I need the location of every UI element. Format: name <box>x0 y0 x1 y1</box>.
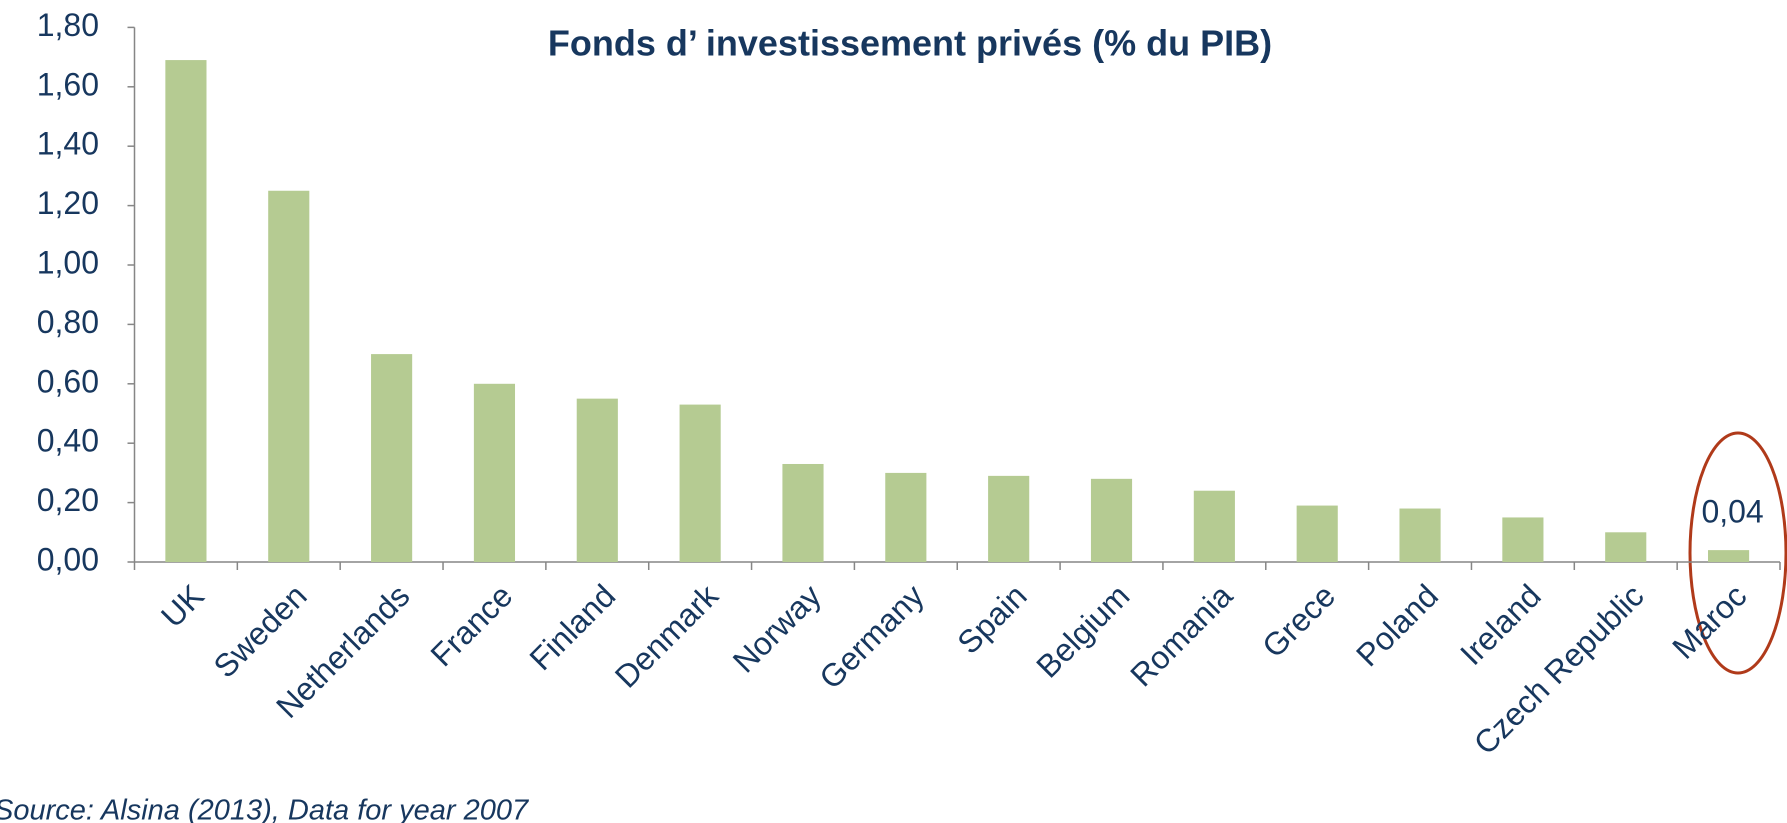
y-tick-label: 0,40 <box>37 423 99 459</box>
data-label: 0,04 <box>1701 494 1763 530</box>
y-tick-label: 1,40 <box>37 126 99 162</box>
y-tick-label: 1,00 <box>37 244 99 280</box>
bar <box>1193 490 1235 562</box>
bar <box>371 354 413 562</box>
bar <box>679 404 721 562</box>
bar <box>1399 508 1441 562</box>
x-tick-label: UK <box>154 577 211 634</box>
y-tick-label: 1,20 <box>37 185 99 221</box>
x-tick-label: France <box>424 577 520 673</box>
chart-title: Fonds d’ investissement privés (% du PIB… <box>548 23 1272 64</box>
bar <box>473 383 516 562</box>
y-tick-label: 1,80 <box>37 7 99 43</box>
bar <box>885 472 927 562</box>
y-tick-label: 0,00 <box>37 541 99 577</box>
x-tick-label: Ireland <box>1453 577 1548 672</box>
bar <box>988 475 1030 562</box>
highlight-ellipse <box>1688 431 1787 675</box>
x-tick-label: Germany <box>812 577 931 696</box>
bar <box>1605 532 1647 562</box>
bar <box>165 60 207 562</box>
x-tick-label: Spain <box>950 577 1033 660</box>
source-note: Source: Alsina (2013), Data for year 200… <box>0 795 530 823</box>
x-tick-label: Sweden <box>206 577 313 684</box>
x-tick-label: Poland <box>1349 577 1445 673</box>
bar <box>1296 505 1338 562</box>
x-tick-label: Finland <box>523 577 623 677</box>
x-tick-label: Grece <box>1255 577 1342 664</box>
y-tick-label: 0,60 <box>37 363 99 399</box>
bar <box>268 190 310 562</box>
y-tick-label: 1,60 <box>37 66 99 102</box>
bar <box>576 398 618 562</box>
y-tick-label: 0,80 <box>37 304 99 340</box>
x-tick-label: Denmark <box>608 577 726 695</box>
bar <box>782 463 824 562</box>
x-tick-label: Romania <box>1123 577 1239 693</box>
bar <box>1502 517 1544 562</box>
x-tick-label: Norway <box>726 577 828 679</box>
bar <box>1090 478 1133 562</box>
x-tick-label: Belgium <box>1029 577 1136 684</box>
bar <box>1708 550 1750 562</box>
x-tick-label: Maroc <box>1665 577 1753 665</box>
y-tick-label: 0,20 <box>37 482 99 518</box>
